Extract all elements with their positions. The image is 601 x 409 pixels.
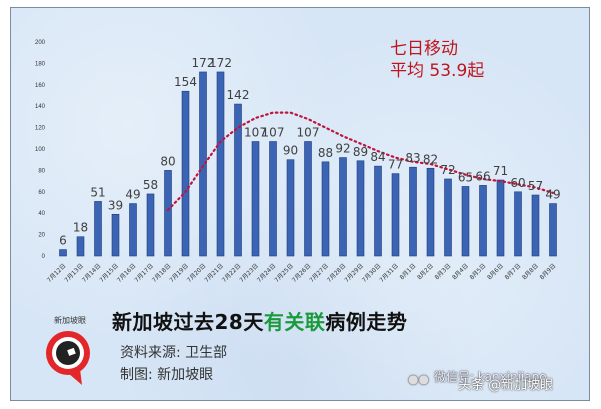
y-tick-label: 120 (35, 126, 46, 132)
x-tick-label: 8月3日 (434, 262, 453, 281)
bar (321, 161, 330, 257)
bar (76, 236, 85, 257)
value-label: 172 (209, 56, 232, 70)
bar (391, 173, 400, 257)
moving-average-line (166, 111, 555, 212)
bar (531, 194, 540, 257)
x-tick-label: 8月2日 (416, 262, 435, 281)
value-label: 92 (335, 142, 350, 156)
moving-average-annotation: 七日移动 平均 53.9起 (390, 38, 484, 82)
bar (356, 160, 365, 257)
y-tick-label: 140 (35, 104, 46, 110)
value-label: 39 (108, 198, 123, 212)
bar (111, 213, 120, 257)
value-label: 65 (458, 170, 473, 184)
value-label: 18 (73, 221, 88, 235)
x-tick-label: 8月9日 (539, 262, 558, 281)
eye-logo-icon: 新加坡眼 (46, 315, 90, 385)
bar (479, 185, 487, 257)
value-label: 58 (143, 178, 158, 192)
bar (444, 178, 452, 257)
bar (496, 179, 505, 257)
x-tick-label: 8月4日 (451, 262, 470, 281)
value-label: 107 (297, 126, 320, 140)
bar (339, 157, 347, 257)
bar (426, 167, 435, 257)
wechat-icon: ●● (408, 372, 429, 386)
bar (129, 203, 137, 257)
toutiao-id: 头条 @新加坡眼 (458, 378, 554, 393)
value-label: 83 (405, 151, 420, 165)
x-tick-label: 7月31日 (378, 262, 400, 284)
bar (181, 90, 190, 257)
y-tick-label: 0 (42, 254, 46, 260)
value-label: 107 (262, 126, 285, 140)
bar (549, 203, 557, 257)
x-tick-label: 8月6日 (486, 262, 505, 281)
x-tick-label: 8月7日 (504, 262, 523, 281)
bar (164, 170, 172, 257)
y-tick-label: 180 (35, 61, 46, 67)
value-label: 77 (388, 158, 403, 172)
value-label: 60 (510, 176, 525, 190)
value-label: 90 (283, 144, 298, 158)
x-tick-label: 8月8日 (521, 262, 540, 281)
value-label: 80 (160, 154, 175, 168)
y-tick-label: 160 (35, 83, 46, 89)
y-tick-label: 80 (38, 168, 45, 174)
annotation-line2: 平均 53.9起 (390, 61, 485, 81)
value-label: 89 (353, 145, 368, 159)
value-label: 71 (493, 164, 508, 178)
value-label: 84 (370, 150, 385, 164)
x-tick-label: 8月1日 (399, 262, 418, 281)
data-source: 资料来源: 卫生部 (120, 345, 228, 361)
value-label: 82 (423, 152, 438, 166)
bar (304, 141, 312, 257)
x-axis-labels: 7月12日7月13日7月14日7月15日7月16日7月17日7月18日7月19日… (46, 262, 558, 284)
bar (374, 165, 382, 257)
value-label: 88 (318, 146, 333, 160)
value-label: 142 (227, 88, 250, 102)
bar (251, 141, 260, 257)
value-label: 6 (59, 234, 67, 248)
value-label: 172 (192, 56, 215, 70)
bar (286, 159, 295, 257)
chart-credit: 制图: 新加坡眼 (120, 367, 214, 383)
wechat-id: 微信号: kanxinjiapo (434, 370, 547, 384)
y-tick-label: 20 (38, 233, 45, 239)
value-label: 57 (528, 179, 543, 193)
bar (269, 141, 277, 257)
bar (514, 191, 522, 257)
bar (234, 103, 242, 257)
chart-title: 新加坡过去28天有关联病例走势 (112, 310, 408, 334)
y-tick-label: 200 (35, 40, 46, 46)
logo-text: 新加坡眼 (54, 315, 86, 325)
value-label: 66 (475, 169, 490, 183)
value-label: 107 (244, 126, 267, 140)
bar (461, 186, 470, 257)
y-tick-label: 40 (38, 211, 45, 217)
bar (409, 166, 417, 257)
bar (59, 249, 67, 257)
bar (216, 71, 225, 257)
annotation-line1: 七日移动 (390, 39, 458, 59)
title-highlight: 有关联 (263, 310, 326, 334)
bar (199, 71, 207, 257)
chart-frame (10, 7, 590, 401)
y-axis: 0 20 40 60 80 100 120 140 160 180 200 (35, 40, 46, 260)
x-tick-label: 8月5日 (469, 262, 488, 281)
value-label: 49 (125, 188, 140, 202)
y-tick-label: 100 (35, 147, 46, 153)
value-label: 72 (440, 163, 455, 177)
value-label: 49 (545, 188, 560, 202)
value-label: 154 (174, 75, 197, 89)
bars (59, 71, 557, 257)
bar (146, 193, 155, 257)
y-tick-label: 60 (38, 190, 45, 196)
bar (94, 201, 102, 257)
value-label: 51 (90, 185, 105, 199)
